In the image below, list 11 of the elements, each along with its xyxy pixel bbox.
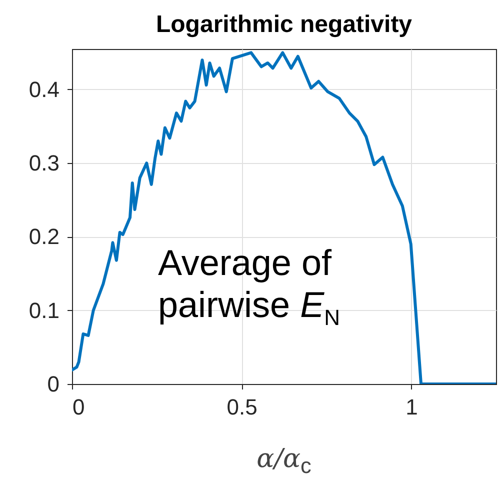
y-tick-label: 0.1 — [28, 298, 60, 323]
x-tick-label: 0 — [72, 394, 85, 420]
annotation: Average of pairwise E$_{N}$ — [158, 242, 340, 332]
x-tick-label: 1 — [406, 394, 418, 420]
y-tick-label: 0.4 — [28, 76, 60, 102]
y-tick-label: 0.3 — [28, 150, 60, 176]
chart-title: Logarithmic negativity — [156, 11, 413, 38]
y-tick-label: 0 — [47, 372, 60, 396]
x-tick-label: 0.5 — [226, 394, 258, 420]
y-tick-label: 0.2 — [28, 224, 60, 250]
x-axis-title: α/α$_{c}$ — [256, 444, 312, 480]
